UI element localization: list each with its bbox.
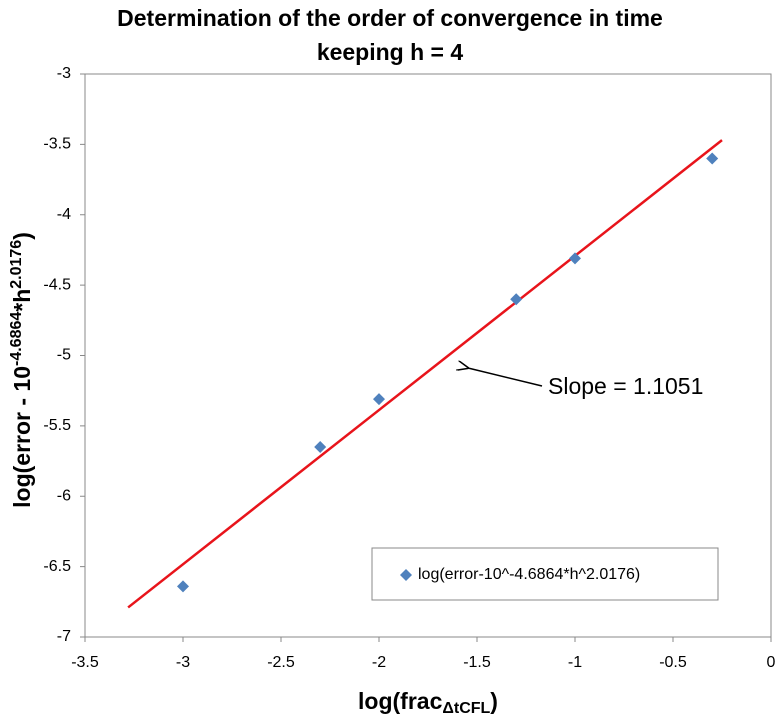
point	[177, 580, 189, 593]
x-tick-label: -1.5	[463, 654, 491, 671]
point	[510, 293, 523, 306]
annotation-arrow	[468, 368, 543, 387]
trendline	[127, 139, 723, 609]
x-tick-label: -0.5	[659, 654, 687, 671]
y-tick-label: -6.5	[43, 558, 71, 575]
x-tick-label: -2.5	[267, 654, 295, 671]
legend	[371, 547, 719, 601]
y-tick-label: -6	[57, 487, 71, 504]
point	[314, 440, 327, 453]
x-tick-label: -3.5	[71, 654, 99, 671]
y-axis-label: log(error - 10-4.6864*h2.0176)	[8, 232, 35, 508]
y-tick-label: -4.5	[43, 276, 71, 293]
y-tick-label: -5.5	[43, 417, 71, 434]
y-tick-label: -3	[57, 65, 71, 82]
x-tick-label: -2	[372, 654, 386, 671]
point	[373, 393, 385, 406]
annotation: Slope = 1.1051	[548, 373, 703, 399]
legend-label: log(error-10^-4.6864*h^2.0176)	[418, 566, 640, 583]
x-tick-label: -1	[568, 654, 582, 671]
x-tick-label: -3	[176, 654, 190, 671]
chart-title: Determination of the order of convergenc…	[117, 5, 663, 31]
y-tick-label: -4	[57, 206, 71, 223]
chart-title: keeping h = 4	[317, 39, 464, 65]
y-tick-label: -7	[57, 628, 71, 645]
x-tick-label: 0	[767, 654, 776, 671]
y-tick-label: -5	[57, 347, 71, 364]
legend-marker	[400, 569, 412, 581]
x-axis-label: log(fracΔtCFL)	[358, 688, 498, 717]
point	[569, 252, 581, 265]
y-tick-label: -3.5	[43, 136, 71, 153]
point	[706, 152, 719, 165]
